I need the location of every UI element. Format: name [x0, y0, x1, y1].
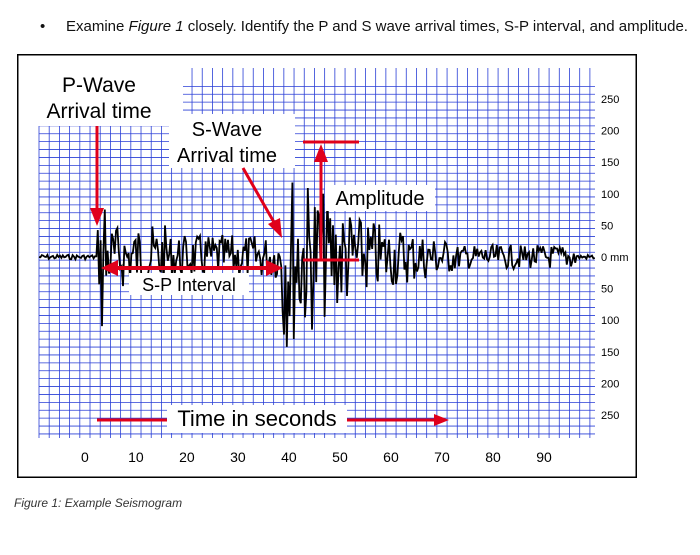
waveform-line [38, 182, 596, 347]
p-wave-arrow-head [90, 208, 104, 226]
y-tick-label: 50 [601, 220, 613, 232]
x-tick-label: 0 [81, 449, 89, 465]
s-wave-arrow-line [241, 167, 277, 225]
instruction-text-end: closely. Identify the P and S wave arriv… [183, 18, 688, 35]
y-tick-label: 200 [601, 378, 619, 390]
x-tick-label: 50 [332, 449, 348, 465]
amplitude-label: Amplitude [336, 188, 425, 210]
y-tick-label: 250 [601, 410, 619, 422]
x-tick-label: 60 [383, 449, 399, 465]
amplitude-arrow-head [314, 144, 328, 162]
sp-interval-arrowhead-right [266, 260, 283, 276]
figure-caption: Figure 1: Example Seismogram [14, 496, 183, 510]
p-wave-label-line1: P-Wave [62, 74, 136, 97]
sp-interval-label-bg [129, 273, 249, 295]
y-tick-label: 50 [601, 284, 613, 296]
figure-reference: Figure 1 [128, 18, 184, 35]
p-wave-label-bg [37, 68, 183, 126]
y-tick-label: 250 [601, 94, 619, 106]
y-tick-label: 100 [601, 315, 619, 327]
y-tick-label: 100 [601, 189, 619, 201]
amplitude-label-bg [325, 185, 435, 211]
y-tick-label: 0 mm [601, 252, 629, 264]
sp-interval-arrowhead-left [101, 260, 118, 276]
x-axis-ticks: 0 10 20 30 40 50 60 70 80 90 [39, 442, 595, 468]
x-axis-band [39, 442, 595, 468]
x-tick-label: 10 [128, 449, 144, 465]
x-tick-label: 40 [281, 449, 297, 465]
x-tick-label: 80 [485, 449, 501, 465]
x-tick-label: 90 [536, 449, 552, 465]
x-tick-label: 20 [179, 449, 195, 465]
time-label-bg [167, 405, 347, 433]
time-arrow-head [434, 414, 449, 426]
x-tick-label: 70 [434, 449, 450, 465]
instruction-text-start: Examine [66, 18, 129, 35]
s-wave-label-line1: S-Wave [192, 119, 262, 141]
instruction: • Examine Figure 1 closely. Identify the … [40, 18, 688, 35]
y-tick-label: 200 [601, 126, 619, 138]
s-wave-arrow-head [268, 218, 282, 238]
s-wave-label-line2: Arrival time [177, 145, 277, 167]
time-axis-label: Time in seconds [177, 406, 336, 431]
p-wave-label-line2: Arrival time [46, 100, 151, 123]
seismogram-figure: 0 10 20 30 40 50 60 70 80 90 250 200 150 100 50 0 mm 50… [17, 54, 637, 478]
y-axis-band [599, 68, 635, 438]
bullet: • [40, 18, 46, 35]
y-tick-label: 150 [601, 157, 619, 169]
x-tick-label: 30 [230, 449, 246, 465]
y-tick-label: 150 [601, 347, 619, 359]
y-axis-ticks: 250 200 150 100 50 0 mm 50 100 150 200 250 [599, 68, 635, 438]
s-wave-label-bg [169, 114, 295, 168]
sp-interval-label: S-P Interval [142, 275, 236, 295]
seismogram-trace [38, 182, 596, 347]
